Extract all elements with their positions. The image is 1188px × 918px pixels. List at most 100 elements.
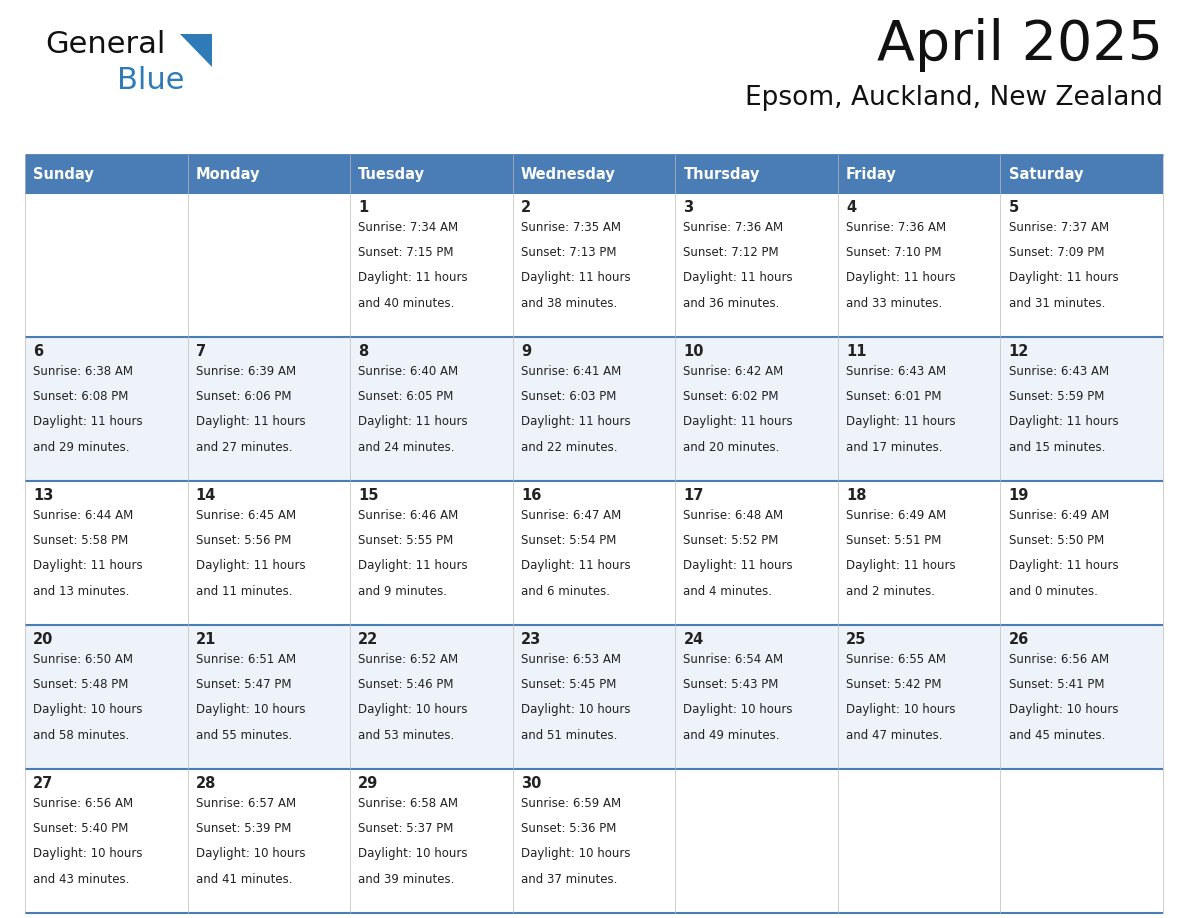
Text: Sunrise: 7:36 AM: Sunrise: 7:36 AM <box>683 221 784 234</box>
Text: Sunset: 5:55 PM: Sunset: 5:55 PM <box>359 534 454 547</box>
Text: Sunset: 5:41 PM: Sunset: 5:41 PM <box>1009 678 1104 691</box>
Text: 2: 2 <box>520 200 531 215</box>
Bar <box>188 769 350 913</box>
Text: and 27 minutes.: and 27 minutes. <box>196 441 292 453</box>
Text: Sunrise: 6:38 AM: Sunrise: 6:38 AM <box>33 365 133 378</box>
Text: and 43 minutes.: and 43 minutes. <box>33 873 129 886</box>
Text: and 39 minutes.: and 39 minutes. <box>359 873 455 886</box>
Bar <box>188 155 350 193</box>
Text: and 41 minutes.: and 41 minutes. <box>196 873 292 886</box>
Text: Sunset: 5:59 PM: Sunset: 5:59 PM <box>1009 390 1104 403</box>
Text: Sunrise: 6:51 AM: Sunrise: 6:51 AM <box>196 653 296 666</box>
Text: and 2 minutes.: and 2 minutes. <box>846 585 935 598</box>
Text: Sunset: 5:52 PM: Sunset: 5:52 PM <box>683 534 779 547</box>
Text: and 9 minutes.: and 9 minutes. <box>359 585 447 598</box>
Text: Sunset: 7:09 PM: Sunset: 7:09 PM <box>1009 246 1104 259</box>
Text: and 22 minutes.: and 22 minutes. <box>520 441 618 453</box>
Bar <box>350 155 513 193</box>
Bar <box>513 193 675 337</box>
Polygon shape <box>181 34 211 67</box>
Text: 15: 15 <box>359 488 379 503</box>
Bar <box>838 625 1000 769</box>
Bar <box>838 193 1000 337</box>
Text: Sunrise: 6:39 AM: Sunrise: 6:39 AM <box>196 365 296 378</box>
Text: Sunset: 5:58 PM: Sunset: 5:58 PM <box>33 534 128 547</box>
Text: 13: 13 <box>33 488 53 503</box>
Text: Sunset: 5:54 PM: Sunset: 5:54 PM <box>520 534 617 547</box>
Text: Sunset: 5:45 PM: Sunset: 5:45 PM <box>520 678 617 691</box>
Text: General: General <box>45 30 165 59</box>
Bar <box>675 481 838 625</box>
Text: and 55 minutes.: and 55 minutes. <box>196 729 292 742</box>
Bar <box>675 155 838 193</box>
Text: 29: 29 <box>359 776 379 791</box>
Text: 30: 30 <box>520 776 542 791</box>
Text: Sunset: 5:46 PM: Sunset: 5:46 PM <box>359 678 454 691</box>
Text: and 38 minutes.: and 38 minutes. <box>520 297 617 309</box>
Bar <box>25 155 188 193</box>
Text: Sunrise: 6:48 AM: Sunrise: 6:48 AM <box>683 509 784 522</box>
Text: 21: 21 <box>196 632 216 647</box>
Text: 11: 11 <box>846 344 866 359</box>
Text: Thursday: Thursday <box>683 166 760 182</box>
Bar <box>1000 769 1163 913</box>
Text: Daylight: 10 hours: Daylight: 10 hours <box>33 847 143 860</box>
Bar <box>25 769 188 913</box>
Text: Sunrise: 7:34 AM: Sunrise: 7:34 AM <box>359 221 459 234</box>
Text: Daylight: 11 hours: Daylight: 11 hours <box>846 559 955 573</box>
Text: Daylight: 10 hours: Daylight: 10 hours <box>520 847 631 860</box>
Text: 1: 1 <box>359 200 368 215</box>
Text: Sunrise: 6:40 AM: Sunrise: 6:40 AM <box>359 365 459 378</box>
Text: Daylight: 11 hours: Daylight: 11 hours <box>359 559 468 573</box>
Text: Sunset: 5:37 PM: Sunset: 5:37 PM <box>359 823 454 835</box>
Text: Sunset: 7:15 PM: Sunset: 7:15 PM <box>359 246 454 259</box>
Text: Sunrise: 6:49 AM: Sunrise: 6:49 AM <box>846 509 946 522</box>
Text: Sunrise: 6:50 AM: Sunrise: 6:50 AM <box>33 653 133 666</box>
Text: Monday: Monday <box>196 166 260 182</box>
Bar <box>350 481 513 625</box>
Bar <box>188 193 350 337</box>
Text: Epsom, Auckland, New Zealand: Epsom, Auckland, New Zealand <box>745 85 1163 111</box>
Text: and 29 minutes.: and 29 minutes. <box>33 441 129 453</box>
Text: 17: 17 <box>683 488 703 503</box>
Text: and 33 minutes.: and 33 minutes. <box>846 297 942 309</box>
Text: 7: 7 <box>196 344 206 359</box>
Text: and 45 minutes.: and 45 minutes. <box>1009 729 1105 742</box>
Text: and 13 minutes.: and 13 minutes. <box>33 585 129 598</box>
Text: Daylight: 11 hours: Daylight: 11 hours <box>520 416 631 429</box>
Bar <box>1000 625 1163 769</box>
Text: and 37 minutes.: and 37 minutes. <box>520 873 618 886</box>
Text: Sunrise: 6:47 AM: Sunrise: 6:47 AM <box>520 509 621 522</box>
Bar <box>675 337 838 481</box>
Text: Sunset: 5:51 PM: Sunset: 5:51 PM <box>846 534 941 547</box>
Bar <box>838 481 1000 625</box>
Text: Daylight: 10 hours: Daylight: 10 hours <box>196 703 305 716</box>
Text: Daylight: 11 hours: Daylight: 11 hours <box>33 416 143 429</box>
Text: Daylight: 10 hours: Daylight: 10 hours <box>359 847 468 860</box>
Text: Sunday: Sunday <box>33 166 94 182</box>
Text: and 40 minutes.: and 40 minutes. <box>359 297 455 309</box>
Bar <box>25 481 188 625</box>
Bar <box>513 337 675 481</box>
Text: Sunrise: 6:58 AM: Sunrise: 6:58 AM <box>359 797 459 810</box>
Bar <box>513 155 675 193</box>
Text: 4: 4 <box>846 200 857 215</box>
Text: Daylight: 10 hours: Daylight: 10 hours <box>196 847 305 860</box>
Bar <box>513 481 675 625</box>
Text: Daylight: 10 hours: Daylight: 10 hours <box>683 703 792 716</box>
Text: Daylight: 11 hours: Daylight: 11 hours <box>846 416 955 429</box>
Text: 25: 25 <box>846 632 866 647</box>
Text: Sunset: 5:36 PM: Sunset: 5:36 PM <box>520 823 617 835</box>
Bar <box>25 625 188 769</box>
Text: 24: 24 <box>683 632 703 647</box>
Text: Daylight: 11 hours: Daylight: 11 hours <box>196 559 305 573</box>
Bar <box>350 769 513 913</box>
Text: and 6 minutes.: and 6 minutes. <box>520 585 609 598</box>
Text: 18: 18 <box>846 488 866 503</box>
Text: and 17 minutes.: and 17 minutes. <box>846 441 942 453</box>
Text: 12: 12 <box>1009 344 1029 359</box>
Text: 3: 3 <box>683 200 694 215</box>
Text: 22: 22 <box>359 632 379 647</box>
Text: Sunset: 6:02 PM: Sunset: 6:02 PM <box>683 390 779 403</box>
Bar <box>1000 481 1163 625</box>
